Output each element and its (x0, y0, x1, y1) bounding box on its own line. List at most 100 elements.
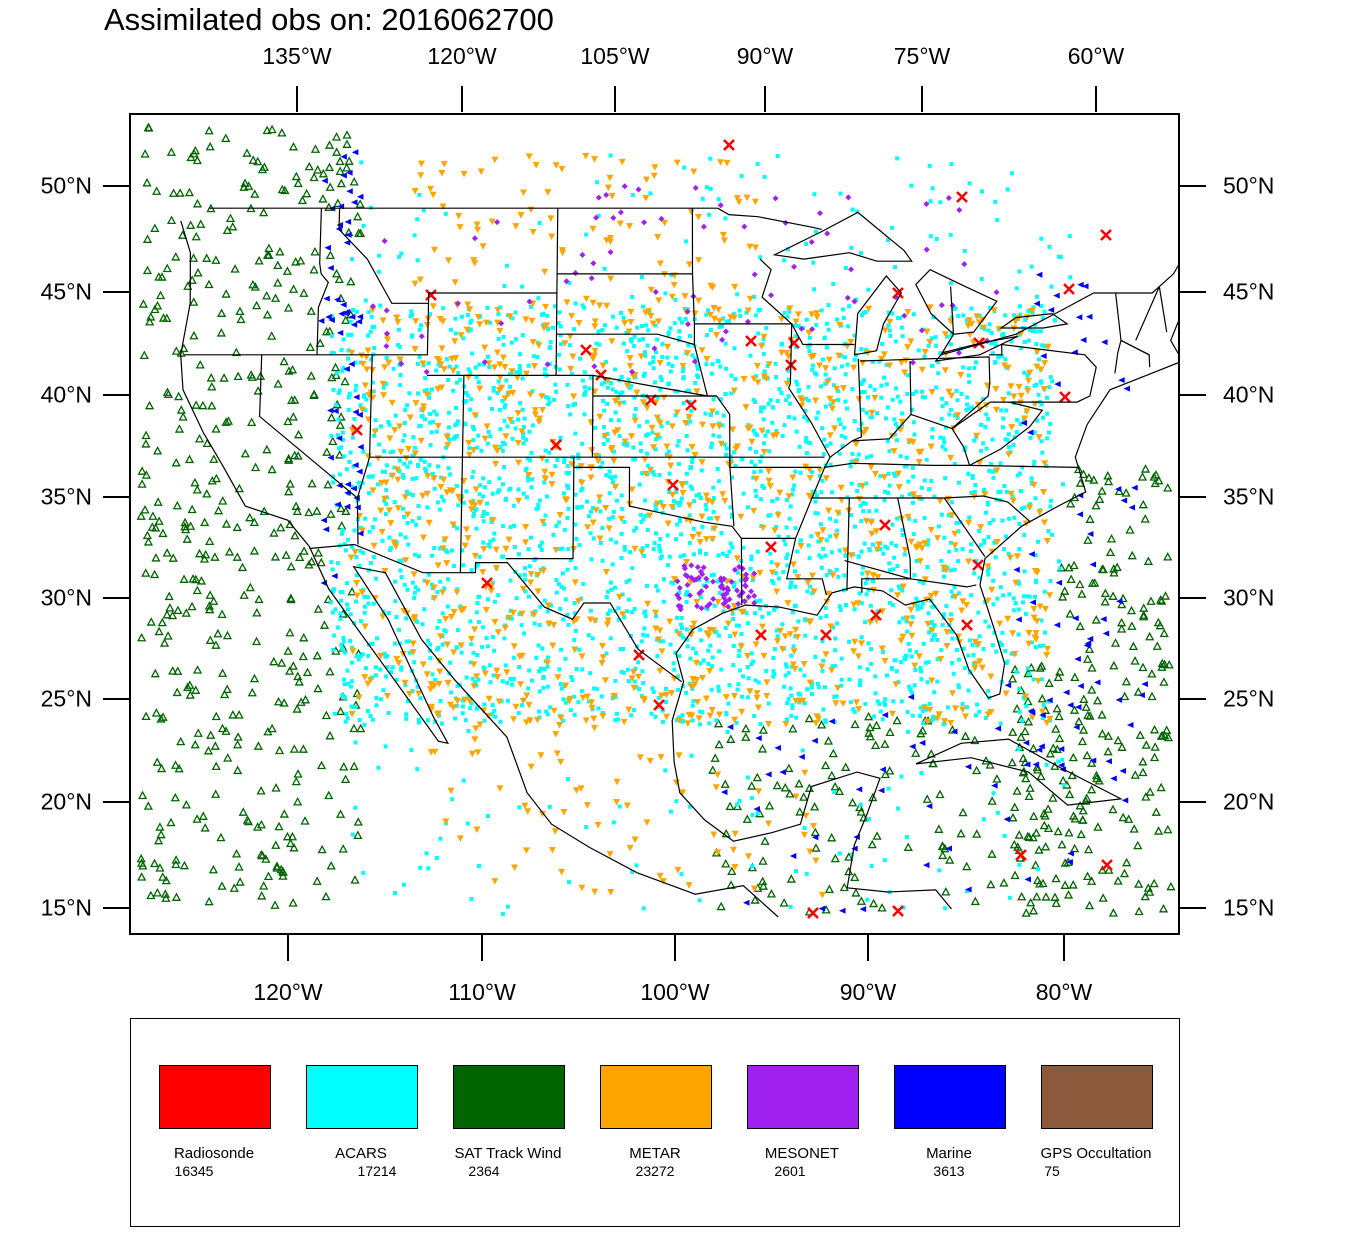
obs-marker-sat-track-wind (325, 326, 335, 335)
obs-marker-metar (492, 460, 500, 468)
obs-marker-sat-track-wind (256, 786, 266, 795)
obs-marker-acars (625, 349, 630, 354)
obs-marker-acars (891, 567, 896, 572)
obs-marker-sat-track-wind (302, 667, 313, 677)
obs-marker-sat-track-wind (187, 504, 197, 514)
obs-marker-metar (814, 531, 822, 539)
obs-marker-sat-track-wind (309, 172, 319, 182)
obs-marker-acars (775, 634, 780, 639)
obs-marker-sat-track-wind (1127, 621, 1137, 630)
obs-marker-acars (887, 328, 892, 333)
obs-marker-acars (469, 568, 474, 573)
obs-marker-acars (719, 531, 724, 536)
obs-marker-acars (689, 753, 694, 758)
obs-marker-acars (641, 632, 646, 637)
obs-marker-acars (975, 702, 980, 707)
obs-marker-metar (695, 531, 703, 538)
obs-marker-acars (983, 619, 988, 624)
obs-marker-acars (430, 553, 435, 558)
obs-marker-acars (832, 790, 837, 794)
obs-marker-acars (885, 438, 890, 443)
obs-marker-acars (684, 239, 689, 244)
obs-marker-acars (758, 469, 763, 474)
obs-marker-acars (368, 714, 373, 718)
obs-marker-acars (399, 575, 404, 579)
obs-marker-metar (598, 660, 606, 667)
obs-marker-sat-track-wind (1073, 464, 1084, 474)
obs-marker-mesonet (710, 596, 717, 603)
obs-marker-metar (699, 674, 707, 682)
obs-marker-acars (576, 700, 581, 705)
obs-marker-acars (642, 371, 647, 376)
obs-marker-acars (404, 712, 409, 717)
obs-marker-acars (397, 383, 402, 388)
obs-marker-acars (346, 408, 351, 412)
obs-marker-acars (910, 615, 915, 620)
obs-marker-metar (1026, 369, 1034, 377)
obs-marker-sat-track-wind (200, 517, 210, 527)
obs-marker-acars (998, 640, 1002, 645)
obs-marker-acars (619, 531, 624, 536)
obs-marker-acars (512, 523, 516, 528)
obs-marker-acars (510, 682, 515, 687)
obs-marker-metar (822, 365, 830, 372)
obs-marker-acars (796, 389, 801, 393)
obs-marker-sat-track-wind (288, 898, 298, 907)
obs-marker-metar (984, 563, 992, 570)
obs-marker-acars (1022, 505, 1027, 510)
obs-marker-metar (575, 320, 583, 327)
obs-marker-sat-track-wind (186, 152, 196, 162)
obs-marker-sat-track-wind (1093, 822, 1103, 831)
obs-marker-metar (928, 677, 936, 684)
obs-marker-metar (880, 474, 888, 481)
obs-marker-mesonet (901, 312, 908, 319)
obs-marker-metar (543, 659, 551, 667)
obs-marker-metar (548, 233, 556, 240)
obs-marker-sat-track-wind (772, 780, 782, 790)
obs-marker-acars (417, 720, 422, 725)
obs-marker-sat-track-wind (1138, 662, 1148, 672)
obs-marker-acars (503, 403, 508, 408)
obs-marker-sat-track-wind (856, 807, 866, 816)
obs-marker-sat-track-wind (207, 381, 217, 391)
obs-marker-marine (1138, 692, 1145, 699)
obs-marker-acars (600, 328, 605, 332)
obs-marker-acars (426, 361, 431, 366)
obs-marker-sat-track-wind (1051, 873, 1061, 883)
obs-marker-metar (802, 812, 810, 820)
obs-marker-acars (345, 602, 350, 607)
obs-marker-acars (532, 621, 537, 626)
obs-marker-acars (643, 350, 647, 355)
obs-marker-acars (783, 398, 788, 403)
obs-marker-acars (929, 478, 934, 483)
obs-marker-metar (690, 168, 698, 176)
obs-marker-sat-track-wind (342, 139, 352, 148)
obs-marker-acars (492, 599, 497, 604)
obs-marker-acars (517, 552, 521, 557)
obs-marker-sat-track-wind (319, 620, 330, 629)
obs-marker-acars (1033, 594, 1037, 599)
obs-marker-acars (993, 339, 998, 343)
obs-marker-sat-track-wind (1094, 776, 1104, 785)
obs-marker-acars (568, 558, 573, 563)
obs-marker-sat-track-wind (856, 896, 866, 905)
obs-marker-acars (930, 435, 935, 440)
obs-marker-acars (956, 314, 961, 318)
obs-marker-sat-track-wind (162, 609, 172, 619)
obs-marker-metar (426, 185, 434, 193)
obs-marker-metar (445, 257, 453, 264)
obs-marker-sat-track-wind (316, 760, 327, 770)
obs-marker-metar (471, 502, 479, 509)
obs-marker-acars (810, 591, 815, 596)
obs-marker-acars (589, 557, 594, 562)
obs-marker-metar (676, 717, 684, 724)
obs-marker-marine (881, 711, 889, 718)
obs-marker-acars (820, 357, 825, 362)
obs-marker-acars (716, 197, 721, 202)
obs-marker-sat-track-wind (844, 866, 854, 876)
obs-marker-sat-track-wind (217, 609, 227, 619)
obs-marker-metar (591, 156, 599, 163)
obs-marker-sat-track-wind (1023, 831, 1033, 841)
obs-marker-sat-track-wind (810, 802, 820, 811)
obs-marker-metar (716, 318, 724, 325)
